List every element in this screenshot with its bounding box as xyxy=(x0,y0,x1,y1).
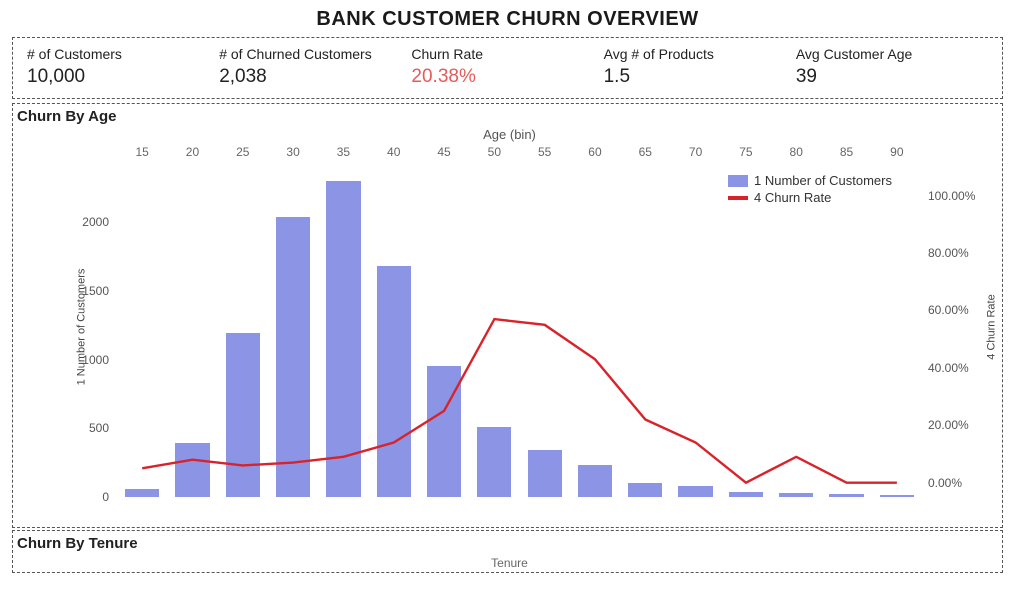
x-axis-title-tenure: Tenure xyxy=(17,556,1002,570)
y-right-tick: 20.00% xyxy=(928,418,984,432)
stat-card: Churn Rate 20.38% xyxy=(411,46,603,88)
y-left-ticks: 0500100015002000 xyxy=(65,167,109,497)
x-tick: 25 xyxy=(236,145,249,159)
page-title: BANK CUSTOMER CHURN OVERVIEW xyxy=(12,8,1003,31)
x-tick: 85 xyxy=(840,145,853,159)
stat-card: # of Churned Customers 2,038 xyxy=(219,46,411,88)
churn-rate-line xyxy=(142,319,897,483)
stat-label: Churn Rate xyxy=(411,46,603,62)
x-tick: 30 xyxy=(286,145,299,159)
y-right-ticks: 0.00% 20.00% 40.00% 60.00% 80.00% 100.00% xyxy=(928,167,984,497)
section-title-tenure: Churn By Tenure xyxy=(17,535,1002,552)
churn-by-age-chart: Age (bin) 15 20 25 30 35 40 45 50 55 60 65 70 75 80 85… xyxy=(17,127,1002,527)
x-tick: 40 xyxy=(387,145,400,159)
section-title-age: Churn By Age xyxy=(17,108,1002,125)
y-right-tick: 0.00% xyxy=(928,476,984,490)
legend-swatch xyxy=(728,196,748,200)
stat-label: # of Customers xyxy=(27,46,219,62)
stat-value: 10,000 xyxy=(27,66,219,88)
legend-swatch xyxy=(728,175,748,187)
y-left-tick: 2000 xyxy=(65,215,109,229)
stat-value: 39 xyxy=(796,66,988,88)
x-tick: 65 xyxy=(639,145,652,159)
plot-area xyxy=(117,167,922,497)
stat-value: 20.38% xyxy=(411,66,603,88)
x-tick: 90 xyxy=(890,145,903,159)
legend-label: 4 Churn Rate xyxy=(754,190,831,205)
legend-item: 1 Number of Customers xyxy=(728,173,892,188)
y-right-tick: 80.00% xyxy=(928,246,984,260)
x-tick: 55 xyxy=(538,145,551,159)
x-ticks: 15 20 25 30 35 40 45 50 55 60 65 70 75 80 85 90 xyxy=(117,145,922,161)
line-layer xyxy=(117,167,922,497)
x-tick: 70 xyxy=(689,145,702,159)
stat-card: # of Customers 10,000 xyxy=(27,46,219,88)
legend: 1 Number of Customers 4 Churn Rate xyxy=(728,173,892,207)
stat-card: Avg Customer Age 39 xyxy=(796,46,988,88)
stat-label: # of Churned Customers xyxy=(219,46,411,62)
chart-panel-age: Churn By Age Age (bin) 15 20 25 30 35 40 45 50 5… xyxy=(12,103,1003,528)
x-tick: 35 xyxy=(337,145,350,159)
stat-label: Avg # of Products xyxy=(604,46,796,62)
chart-panel-tenure: Churn By Tenure Tenure xyxy=(12,530,1003,573)
x-tick: 45 xyxy=(437,145,450,159)
x-tick: 60 xyxy=(588,145,601,159)
x-tick: 15 xyxy=(135,145,148,159)
legend-item: 4 Churn Rate xyxy=(728,190,892,205)
x-tick: 20 xyxy=(186,145,199,159)
stats-panel: # of Customers 10,000# of Churned Custome… xyxy=(12,37,1003,99)
y-right-tick: 40.00% xyxy=(928,361,984,375)
y-left-tick: 500 xyxy=(65,421,109,435)
stat-card: Avg # of Products 1.5 xyxy=(604,46,796,88)
x-tick: 50 xyxy=(488,145,501,159)
y-right-tick: 100.00% xyxy=(928,189,984,203)
stat-value: 2,038 xyxy=(219,66,411,88)
y-left-tick: 1500 xyxy=(65,284,109,298)
x-axis-title: Age (bin) xyxy=(17,127,1002,142)
stat-value: 1.5 xyxy=(604,66,796,88)
y-left-tick: 1000 xyxy=(65,353,109,367)
y-right-tick: 60.00% xyxy=(928,303,984,317)
x-tick: 75 xyxy=(739,145,752,159)
y-left-tick: 0 xyxy=(65,490,109,504)
y-right-axis-title: 4 Churn Rate xyxy=(985,294,997,359)
legend-label: 1 Number of Customers xyxy=(754,173,892,188)
x-tick: 80 xyxy=(790,145,803,159)
stat-label: Avg Customer Age xyxy=(796,46,988,62)
